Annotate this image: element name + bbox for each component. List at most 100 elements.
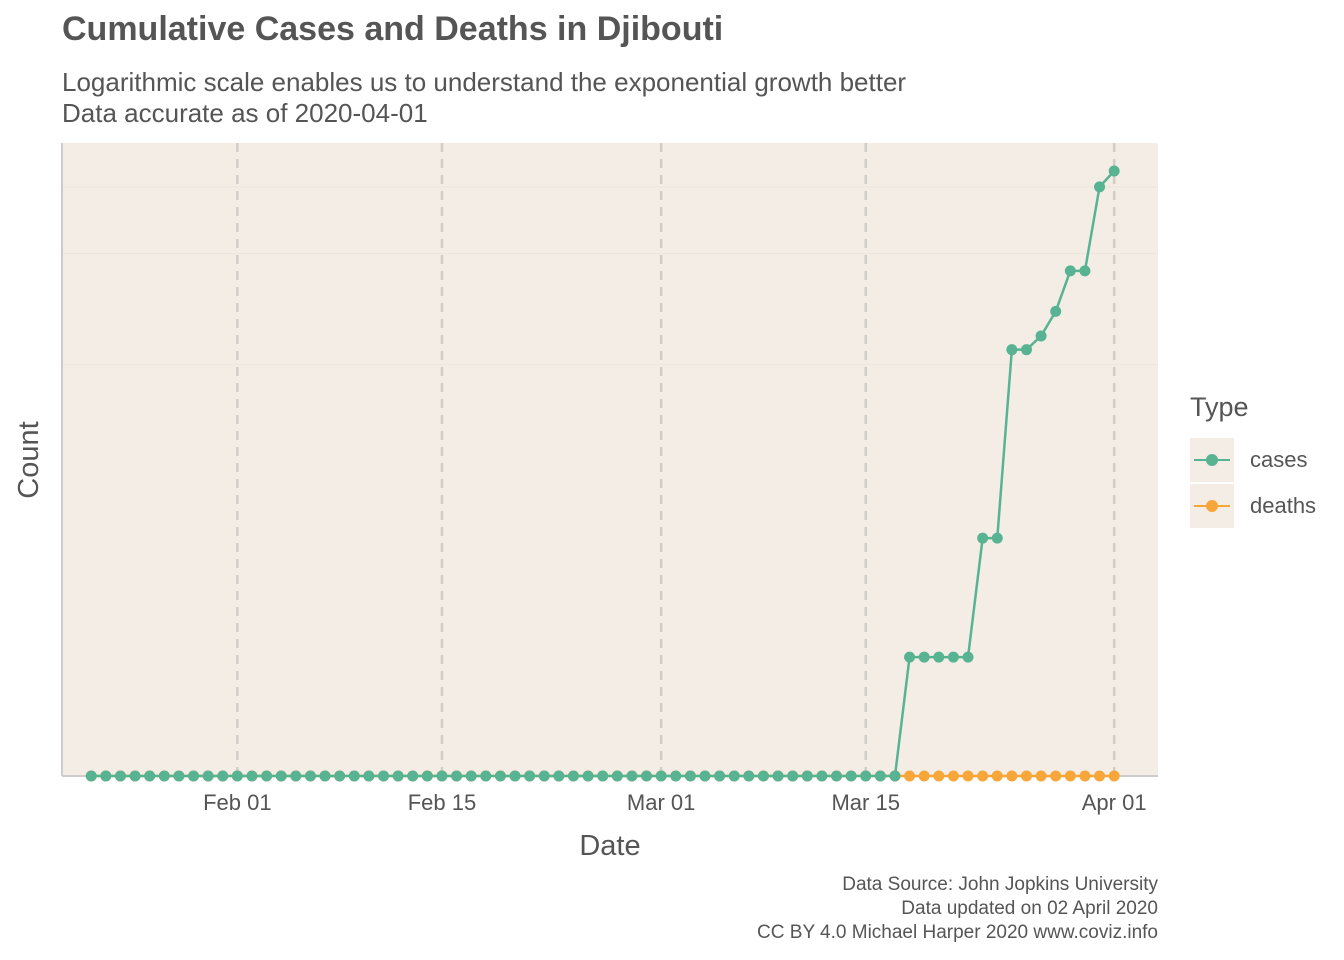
data-point-cases bbox=[480, 770, 492, 782]
data-point-cases bbox=[684, 770, 696, 782]
caption-updated: Data updated on 02 April 2020 bbox=[901, 898, 1158, 919]
data-point-cases bbox=[144, 770, 156, 782]
data-point-cases bbox=[743, 770, 755, 782]
data-point-cases bbox=[392, 770, 404, 782]
data-point-cases bbox=[1108, 165, 1120, 177]
legend-label-cases: cases bbox=[1250, 447, 1308, 472]
x-axis-label: Date bbox=[579, 830, 640, 862]
data-point-cases bbox=[991, 532, 1003, 544]
x-tick-label: Mar 01 bbox=[627, 790, 695, 815]
data-point-cases bbox=[962, 651, 974, 663]
data-point-cases bbox=[436, 770, 448, 782]
data-point-deaths bbox=[1094, 770, 1106, 782]
legend-item-cases: cases bbox=[1190, 438, 1307, 482]
data-point-cases bbox=[465, 770, 477, 782]
data-point-cases bbox=[641, 770, 653, 782]
data-point-cases bbox=[202, 770, 214, 782]
data-point-deaths bbox=[962, 770, 974, 782]
data-point-cases bbox=[421, 770, 433, 782]
data-point-cases bbox=[319, 770, 331, 782]
legend-label-deaths: deaths bbox=[1250, 493, 1317, 518]
data-point-cases bbox=[582, 770, 594, 782]
data-point-deaths bbox=[1064, 770, 1076, 782]
data-point-cases bbox=[933, 651, 945, 663]
data-point-deaths bbox=[1035, 770, 1047, 782]
data-point-cases bbox=[1094, 181, 1106, 193]
data-point-cases bbox=[1079, 265, 1091, 277]
legend-key-deaths bbox=[1190, 484, 1234, 528]
data-point-cases bbox=[1050, 305, 1062, 317]
data-point-cases bbox=[567, 770, 579, 782]
chart-subtitle-line-2: Data accurate as of 2020-04-01 bbox=[62, 98, 428, 128]
data-point-cases bbox=[85, 770, 97, 782]
data-point-cases bbox=[290, 770, 302, 782]
data-point-cases bbox=[1064, 265, 1076, 277]
data-point-cases bbox=[699, 770, 711, 782]
data-point-cases bbox=[231, 770, 243, 782]
data-point-cases bbox=[947, 651, 959, 663]
data-point-cases bbox=[173, 770, 185, 782]
data-point-deaths bbox=[1050, 770, 1062, 782]
x-tick-label: Feb 15 bbox=[408, 790, 477, 815]
x-tick-label: Mar 15 bbox=[831, 790, 899, 815]
data-point-cases bbox=[787, 770, 799, 782]
caption-data-source: Data Source: John Jopkins University bbox=[842, 874, 1158, 895]
x-tick-labels: Feb 01 Feb 15 Mar 01 Mar 15 Apr 01 bbox=[203, 790, 1146, 815]
data-point-cases bbox=[772, 770, 784, 782]
data-point-cases bbox=[1035, 330, 1047, 342]
data-point-deaths bbox=[977, 770, 989, 782]
horizontal-gridlines bbox=[62, 186, 1158, 366]
data-point-cases bbox=[860, 770, 872, 782]
data-point-cases bbox=[714, 770, 726, 782]
data-point-deaths bbox=[933, 770, 945, 782]
data-point-cases bbox=[611, 770, 623, 782]
legend-item-deaths: deaths bbox=[1190, 484, 1316, 528]
data-point-cases bbox=[597, 770, 609, 782]
data-point-cases bbox=[845, 770, 857, 782]
data-point-deaths bbox=[918, 770, 930, 782]
data-point-cases bbox=[801, 770, 813, 782]
data-point-cases bbox=[831, 770, 843, 782]
data-point-cases bbox=[509, 770, 521, 782]
y-axis-label: Count bbox=[13, 421, 45, 498]
data-point-cases bbox=[363, 770, 375, 782]
data-point-cases bbox=[538, 770, 550, 782]
chart-title: Cumulative Cases and Deaths in Djibouti bbox=[62, 10, 724, 48]
data-point-cases bbox=[670, 770, 682, 782]
data-point-cases bbox=[246, 770, 258, 782]
x-tick-label: Apr 01 bbox=[1082, 790, 1147, 815]
data-point-cases bbox=[129, 770, 141, 782]
data-point-cases bbox=[114, 770, 126, 782]
data-point-deaths bbox=[904, 770, 916, 782]
data-point-cases bbox=[553, 770, 565, 782]
data-point-cases bbox=[158, 770, 170, 782]
data-point-cases bbox=[977, 532, 989, 544]
data-point-cases bbox=[889, 770, 901, 782]
series-layer bbox=[85, 165, 1120, 782]
caption-license: CC BY 4.0 Michael Harper 2020 www.coviz.… bbox=[757, 922, 1158, 943]
legend-title: Type bbox=[1190, 392, 1249, 422]
plot-panel bbox=[62, 143, 1158, 776]
data-point-cases bbox=[728, 770, 740, 782]
data-point-deaths bbox=[1079, 770, 1091, 782]
data-point-cases bbox=[334, 770, 346, 782]
legend-key-cases bbox=[1190, 438, 1234, 482]
data-point-cases bbox=[188, 770, 200, 782]
data-point-cases bbox=[451, 770, 463, 782]
data-point-cases bbox=[377, 770, 389, 782]
data-point-deaths bbox=[1020, 770, 1032, 782]
data-point-cases bbox=[261, 770, 273, 782]
data-point-cases bbox=[217, 770, 229, 782]
data-point-cases bbox=[348, 770, 360, 782]
data-point-cases bbox=[757, 770, 769, 782]
data-point-cases bbox=[524, 770, 536, 782]
data-point-cases bbox=[816, 770, 828, 782]
data-point-deaths bbox=[991, 770, 1003, 782]
data-point-cases bbox=[304, 770, 316, 782]
data-point-cases bbox=[655, 770, 667, 782]
data-point-cases bbox=[626, 770, 638, 782]
data-point-cases bbox=[407, 770, 419, 782]
data-point-cases bbox=[918, 651, 930, 663]
data-point-deaths bbox=[1108, 770, 1120, 782]
